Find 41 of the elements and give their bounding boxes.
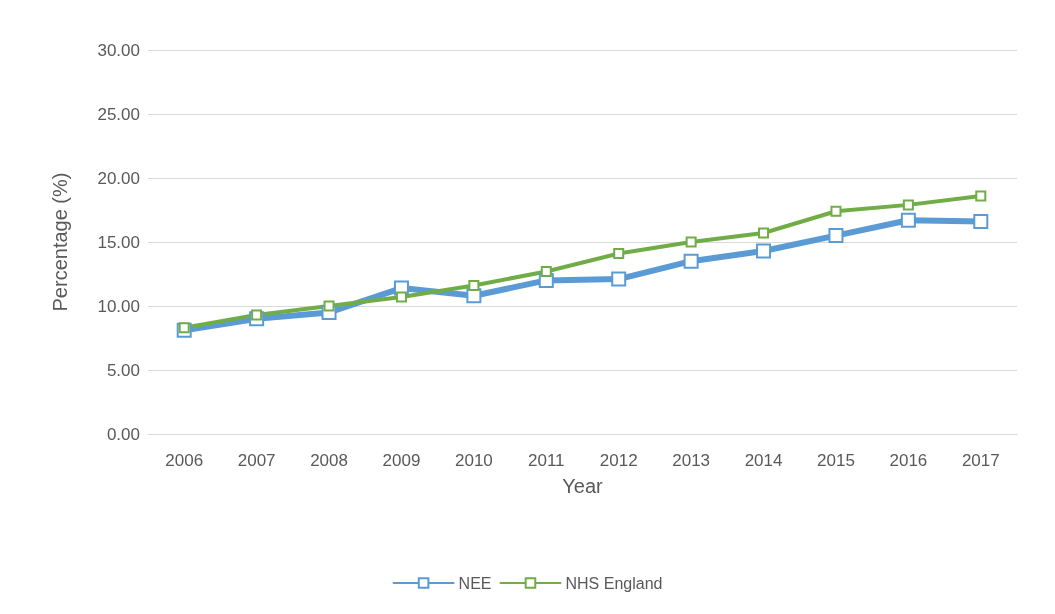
point (468, 280, 480, 292)
x-tick-label: 2016 (889, 451, 928, 470)
point (323, 300, 335, 312)
point (900, 212, 916, 228)
y-tick-label: 10.00 (97, 296, 140, 316)
point (756, 243, 772, 259)
x-tick-label: 2010 (454, 451, 493, 470)
point (540, 265, 552, 277)
y-tick-label: 30.00 (97, 40, 140, 60)
point (758, 227, 770, 239)
y-tick-label: 15.00 (97, 232, 140, 252)
point (902, 199, 914, 211)
x-tick-label: 2008 (310, 451, 348, 470)
x-tick-label: 2009 (382, 451, 421, 470)
y-tick-label: 0.00 (106, 424, 140, 444)
point (683, 253, 699, 269)
point (973, 214, 989, 230)
point (685, 236, 697, 248)
y-tick-label: 5.00 (106, 360, 140, 380)
y-tick-label: 20.00 (97, 168, 140, 188)
x-tick-label: 2012 (599, 451, 638, 470)
x-tick-label: 2013 (672, 451, 711, 470)
x-tick-label: 2006 (165, 451, 204, 470)
point (975, 190, 987, 202)
legend-label: NEE (458, 574, 492, 592)
x-axis-title: Year (562, 475, 604, 497)
x-tick-label: 2014 (744, 451, 783, 470)
x-tick-label: 2007 (237, 451, 276, 470)
x-tick-label: 2011 (528, 451, 565, 470)
point (613, 248, 625, 260)
point (178, 322, 190, 334)
legend-label: NHS England (565, 574, 663, 592)
x-tick-label: 2015 (817, 451, 855, 470)
x-tick-label: 2017 (961, 451, 1000, 470)
point (395, 291, 407, 303)
point (251, 309, 263, 321)
point (611, 271, 627, 287)
y-axis-title: Percentage (%) (49, 172, 71, 312)
point (828, 228, 844, 244)
y-tick-label: 25.00 (97, 104, 140, 124)
point (830, 205, 842, 217)
